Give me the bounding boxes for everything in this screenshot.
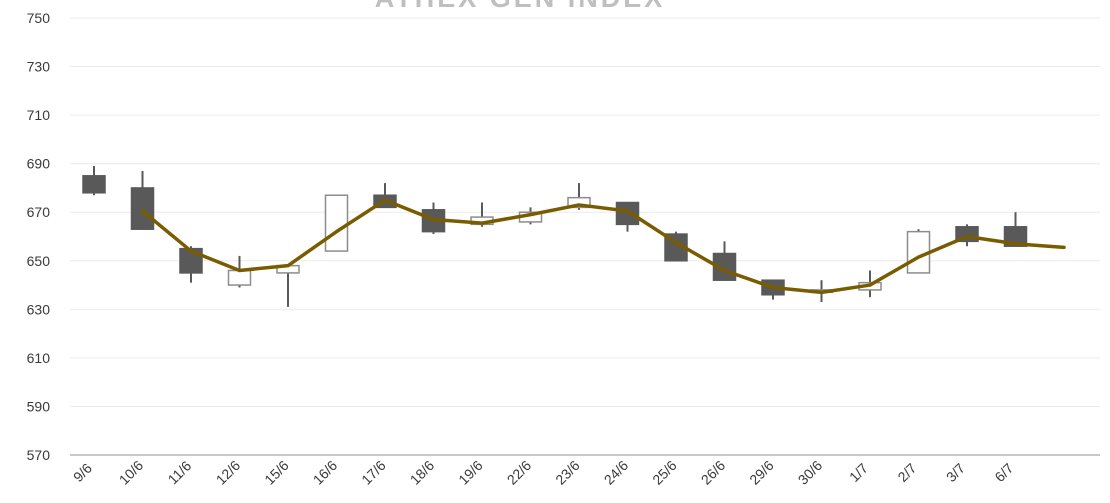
x-tick-label: 17/6 [358, 457, 389, 488]
y-tick-label: 590 [27, 398, 51, 414]
x-tick-label: 23/6 [552, 457, 583, 488]
moving-average-line [140, 198, 1066, 295]
y-tick-label: 630 [27, 301, 51, 317]
y-tick-label: 690 [27, 156, 51, 172]
x-tick-label: 2/7 [894, 460, 919, 485]
candle-body-down [82, 175, 106, 194]
candle-body-up [567, 196, 591, 209]
x-tick-label: 16/6 [310, 457, 341, 488]
candle-body-down [615, 201, 640, 226]
y-tick-label: 750 [27, 10, 51, 26]
y-tick-label: 650 [27, 253, 51, 269]
x-tick-label: 12/6 [213, 457, 244, 488]
x-tick-label: 1/7 [846, 460, 871, 485]
x-tick-label: 22/6 [504, 457, 535, 488]
x-tick-label: 26/6 [698, 457, 729, 488]
x-tick-label: 6/7 [991, 460, 1016, 485]
y-tick-label: 730 [27, 59, 51, 75]
candle-body-up [324, 194, 349, 252]
x-tick-label: 11/6 [165, 457, 195, 487]
x-tick-label: 15/6 [261, 457, 292, 488]
candle-body-up [227, 269, 252, 286]
moving-average-layer [140, 198, 1066, 295]
x-tick-label: 10/6 [116, 457, 147, 488]
y-tick-label: 670 [27, 204, 51, 220]
chart-title: ATHEX GEN INDEX [375, 0, 666, 13]
candle-body-down [130, 187, 155, 230]
x-tick-label: 9/6 [70, 460, 95, 485]
x-tick-label: 3/7 [943, 460, 968, 485]
axis-labels: 570 590 610 630 650 670 690 710 730 750 9/6 10/6 11/… [27, 10, 1017, 488]
x-tick-label: 25/6 [649, 457, 680, 488]
x-tick-label: 19/6 [455, 457, 486, 488]
y-tick-label: 710 [27, 107, 51, 123]
gridlines [70, 17, 1100, 407]
x-tick-label: 29/6 [746, 457, 777, 488]
x-tick-label: 18/6 [407, 457, 438, 488]
y-tick-label: 570 [27, 447, 51, 463]
x-tick-label: 24/6 [601, 457, 632, 488]
x-tick-label: 30/6 [795, 457, 826, 488]
y-tick-label: 610 [27, 350, 51, 366]
